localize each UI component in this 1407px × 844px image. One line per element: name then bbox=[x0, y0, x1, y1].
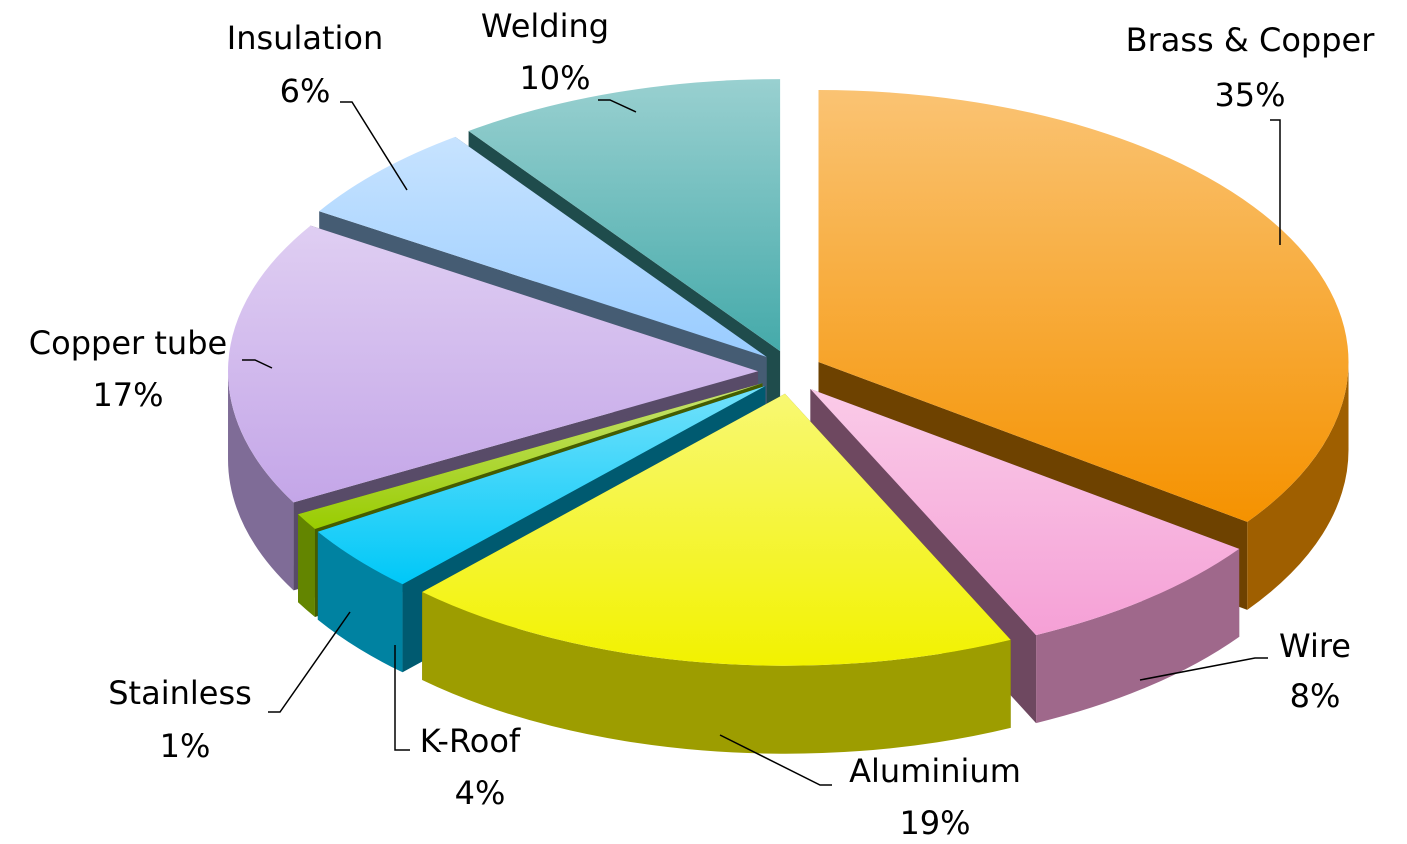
slice-top bbox=[317, 386, 766, 585]
slice-top bbox=[228, 225, 759, 503]
slice-value-label: 6% bbox=[280, 72, 331, 110]
slice-side bbox=[422, 592, 1011, 754]
slice-value-label: 1% bbox=[160, 727, 211, 765]
slice-side bbox=[1247, 362, 1349, 610]
slice bbox=[422, 393, 1011, 754]
slice-side bbox=[298, 514, 315, 617]
slice-value-label: 17% bbox=[92, 376, 163, 414]
slice-side bbox=[1036, 548, 1240, 724]
slice-label: Brass & Copper bbox=[1126, 21, 1376, 59]
slice-label: Insulation bbox=[227, 19, 383, 57]
slice-top bbox=[319, 136, 767, 357]
slice-top bbox=[298, 383, 763, 529]
slice-top bbox=[422, 393, 1011, 666]
slice-label: K-Roof bbox=[420, 722, 521, 760]
slice-side bbox=[228, 371, 294, 591]
slice-label: Stainless bbox=[108, 674, 252, 712]
slice-label: Welding bbox=[481, 7, 609, 45]
leader-line bbox=[719, 734, 832, 786]
slice-top bbox=[818, 90, 1349, 522]
leader-line bbox=[268, 611, 351, 713]
leader-line bbox=[242, 359, 273, 369]
slice-value-label: 10% bbox=[519, 59, 590, 97]
slice-label: Wire bbox=[1279, 627, 1351, 665]
slice-label: Aluminium bbox=[849, 752, 1021, 790]
leader-line bbox=[1270, 119, 1281, 245]
slice-value-label: 19% bbox=[899, 804, 970, 842]
slice-label: Copper tube bbox=[29, 324, 227, 362]
leader-line bbox=[598, 99, 637, 113]
slice-value-label: 8% bbox=[1290, 677, 1341, 715]
slice-value-label: 35% bbox=[1214, 76, 1285, 114]
slice-top bbox=[468, 79, 781, 352]
leader-line bbox=[394, 645, 410, 751]
slice-side bbox=[317, 531, 403, 673]
slice-value-label: 4% bbox=[455, 774, 506, 812]
slice-top bbox=[810, 388, 1240, 636]
leader-line bbox=[1139, 657, 1268, 681]
leader-line bbox=[340, 101, 408, 191]
